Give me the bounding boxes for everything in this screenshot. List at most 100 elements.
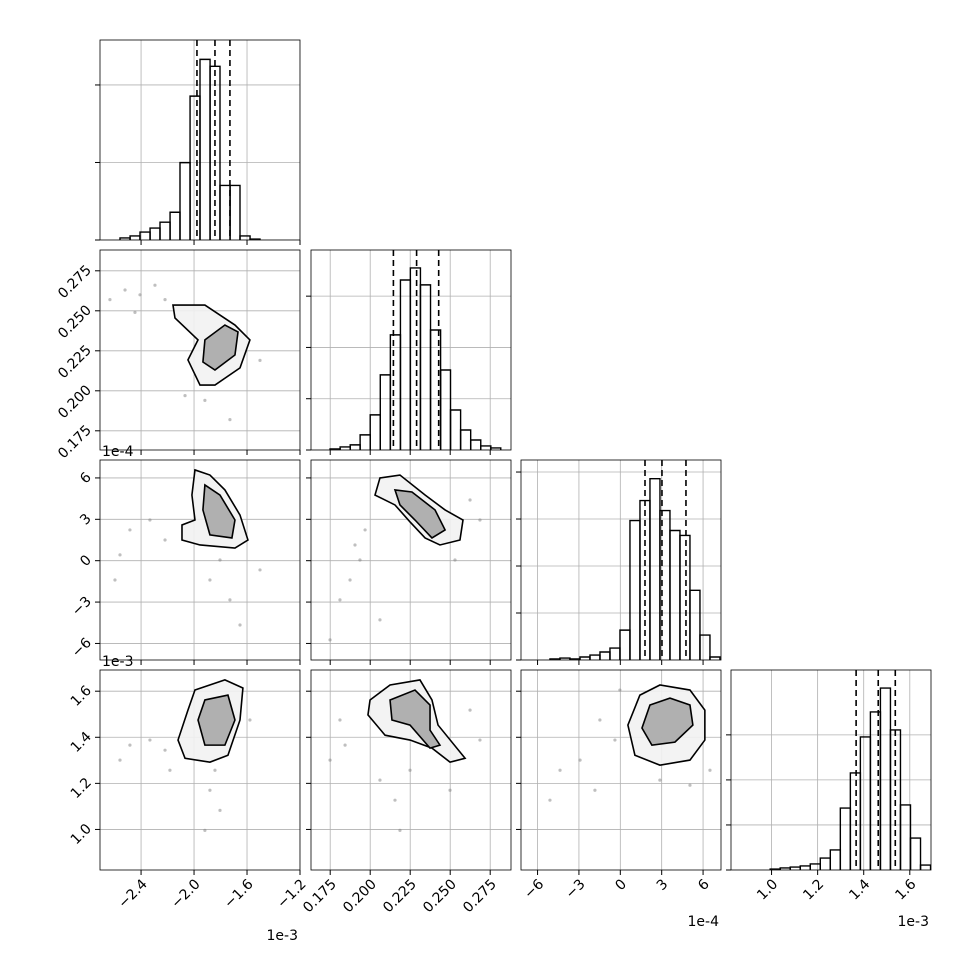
scatter-point xyxy=(708,768,712,772)
y-offset-label: 1e-4 xyxy=(102,444,134,460)
scatter-point xyxy=(448,788,452,792)
scatter-point xyxy=(218,808,222,812)
x-offset-label: 1e-3 xyxy=(898,914,929,930)
scatter-point xyxy=(593,788,597,792)
scatter-point xyxy=(363,528,367,532)
scatter-point xyxy=(548,798,552,802)
histogram-bin xyxy=(169,211,181,240)
histogram-bin xyxy=(889,729,902,870)
scatter-point xyxy=(338,598,342,602)
scatter-point xyxy=(358,558,362,562)
scatter-point xyxy=(258,358,262,362)
panel-frame xyxy=(310,459,512,661)
contour xyxy=(197,694,236,746)
scatter-point xyxy=(118,758,122,762)
x-tick-label: 0.175 xyxy=(300,876,340,916)
histogram-bin xyxy=(629,519,641,660)
scatter-point xyxy=(468,498,472,502)
x-tick-label: 6 xyxy=(695,876,713,894)
histogram-bin xyxy=(359,434,371,450)
scatter-point xyxy=(128,743,132,747)
scatter-point xyxy=(613,738,617,742)
scatter-point xyxy=(118,553,122,557)
panel-body xyxy=(521,670,721,870)
scatter-point xyxy=(238,623,242,627)
panel-frame xyxy=(730,669,932,871)
histogram-bin xyxy=(389,334,402,450)
panel-frame xyxy=(99,39,301,241)
histogram-bin xyxy=(899,804,912,870)
contour xyxy=(389,689,442,750)
x-tick-label: 1.0 xyxy=(754,876,781,903)
histogram-bin xyxy=(789,866,801,870)
contour xyxy=(202,483,236,539)
scatter-point xyxy=(258,568,262,572)
histogram-bin xyxy=(609,647,621,660)
y-tick-label: 0 xyxy=(77,552,95,570)
panel-frame xyxy=(99,459,301,661)
scatter-point xyxy=(353,543,357,547)
histogram-bin xyxy=(419,284,432,450)
histogram-bin xyxy=(589,654,601,660)
histogram-bin xyxy=(599,651,611,660)
scatter-point xyxy=(183,394,187,398)
histogram-bin xyxy=(369,414,381,450)
y-tick-label: 1.6 xyxy=(68,683,95,710)
histogram-bin xyxy=(249,238,261,240)
panel-frame xyxy=(99,669,301,871)
y-offset-label: 1e-3 xyxy=(102,654,133,670)
histogram-bin xyxy=(829,849,842,870)
scatter-point xyxy=(393,798,397,802)
scatter-point xyxy=(148,738,152,742)
x-tick-label: 0.250 xyxy=(420,876,460,916)
histogram-bin xyxy=(709,656,721,660)
histogram-bin xyxy=(399,279,412,450)
y-tick-label: 0.200 xyxy=(55,382,95,422)
y-tick-label: 1.0 xyxy=(68,821,95,848)
x-tick-label: 0.200 xyxy=(340,876,380,916)
scatter-point xyxy=(378,618,382,622)
panel: −6 −3 0 3 6 xyxy=(69,459,301,665)
histogram-bin xyxy=(199,58,211,240)
panel-body xyxy=(100,460,300,660)
panel xyxy=(516,459,722,665)
histogram-bin xyxy=(219,184,231,240)
histogram-bin xyxy=(679,534,691,660)
scatter-point xyxy=(348,578,352,582)
x-tick-label: 0 xyxy=(612,876,630,894)
contour xyxy=(393,488,447,539)
histogram-bin xyxy=(809,863,821,870)
histogram-bin xyxy=(490,447,502,450)
histogram-bin xyxy=(379,374,392,450)
panel-frame xyxy=(310,669,512,871)
histogram-bin xyxy=(469,439,482,450)
scatter-point xyxy=(203,398,207,402)
scatter-point xyxy=(408,768,412,772)
panel-body xyxy=(100,250,300,450)
y-tick-label: 0.175 xyxy=(55,422,95,462)
y-tick-label: 3 xyxy=(77,511,95,529)
scatter-point xyxy=(208,578,212,582)
panel xyxy=(306,459,512,665)
x-offset-label: 1e-4 xyxy=(688,914,720,930)
histogram-bin xyxy=(349,444,361,450)
histogram-bin xyxy=(919,864,931,870)
panel-body xyxy=(521,460,721,660)
histogram-bin xyxy=(149,227,161,240)
scatter-point xyxy=(228,598,232,602)
scatter-point xyxy=(138,293,142,297)
scatter-point xyxy=(108,298,112,302)
scatter-point xyxy=(558,768,562,772)
scatter-point xyxy=(688,783,692,787)
panel-body xyxy=(100,40,300,240)
histogram-bin xyxy=(409,267,422,450)
scatter-point xyxy=(343,743,347,747)
panel-frame xyxy=(520,669,722,871)
histogram-bin xyxy=(229,184,241,240)
panel-body xyxy=(311,670,511,870)
x-tick-label: 0.275 xyxy=(460,876,500,916)
histogram-bin xyxy=(239,235,251,240)
x-offset-label: 1e-3 xyxy=(267,928,298,944)
contour xyxy=(202,324,239,371)
